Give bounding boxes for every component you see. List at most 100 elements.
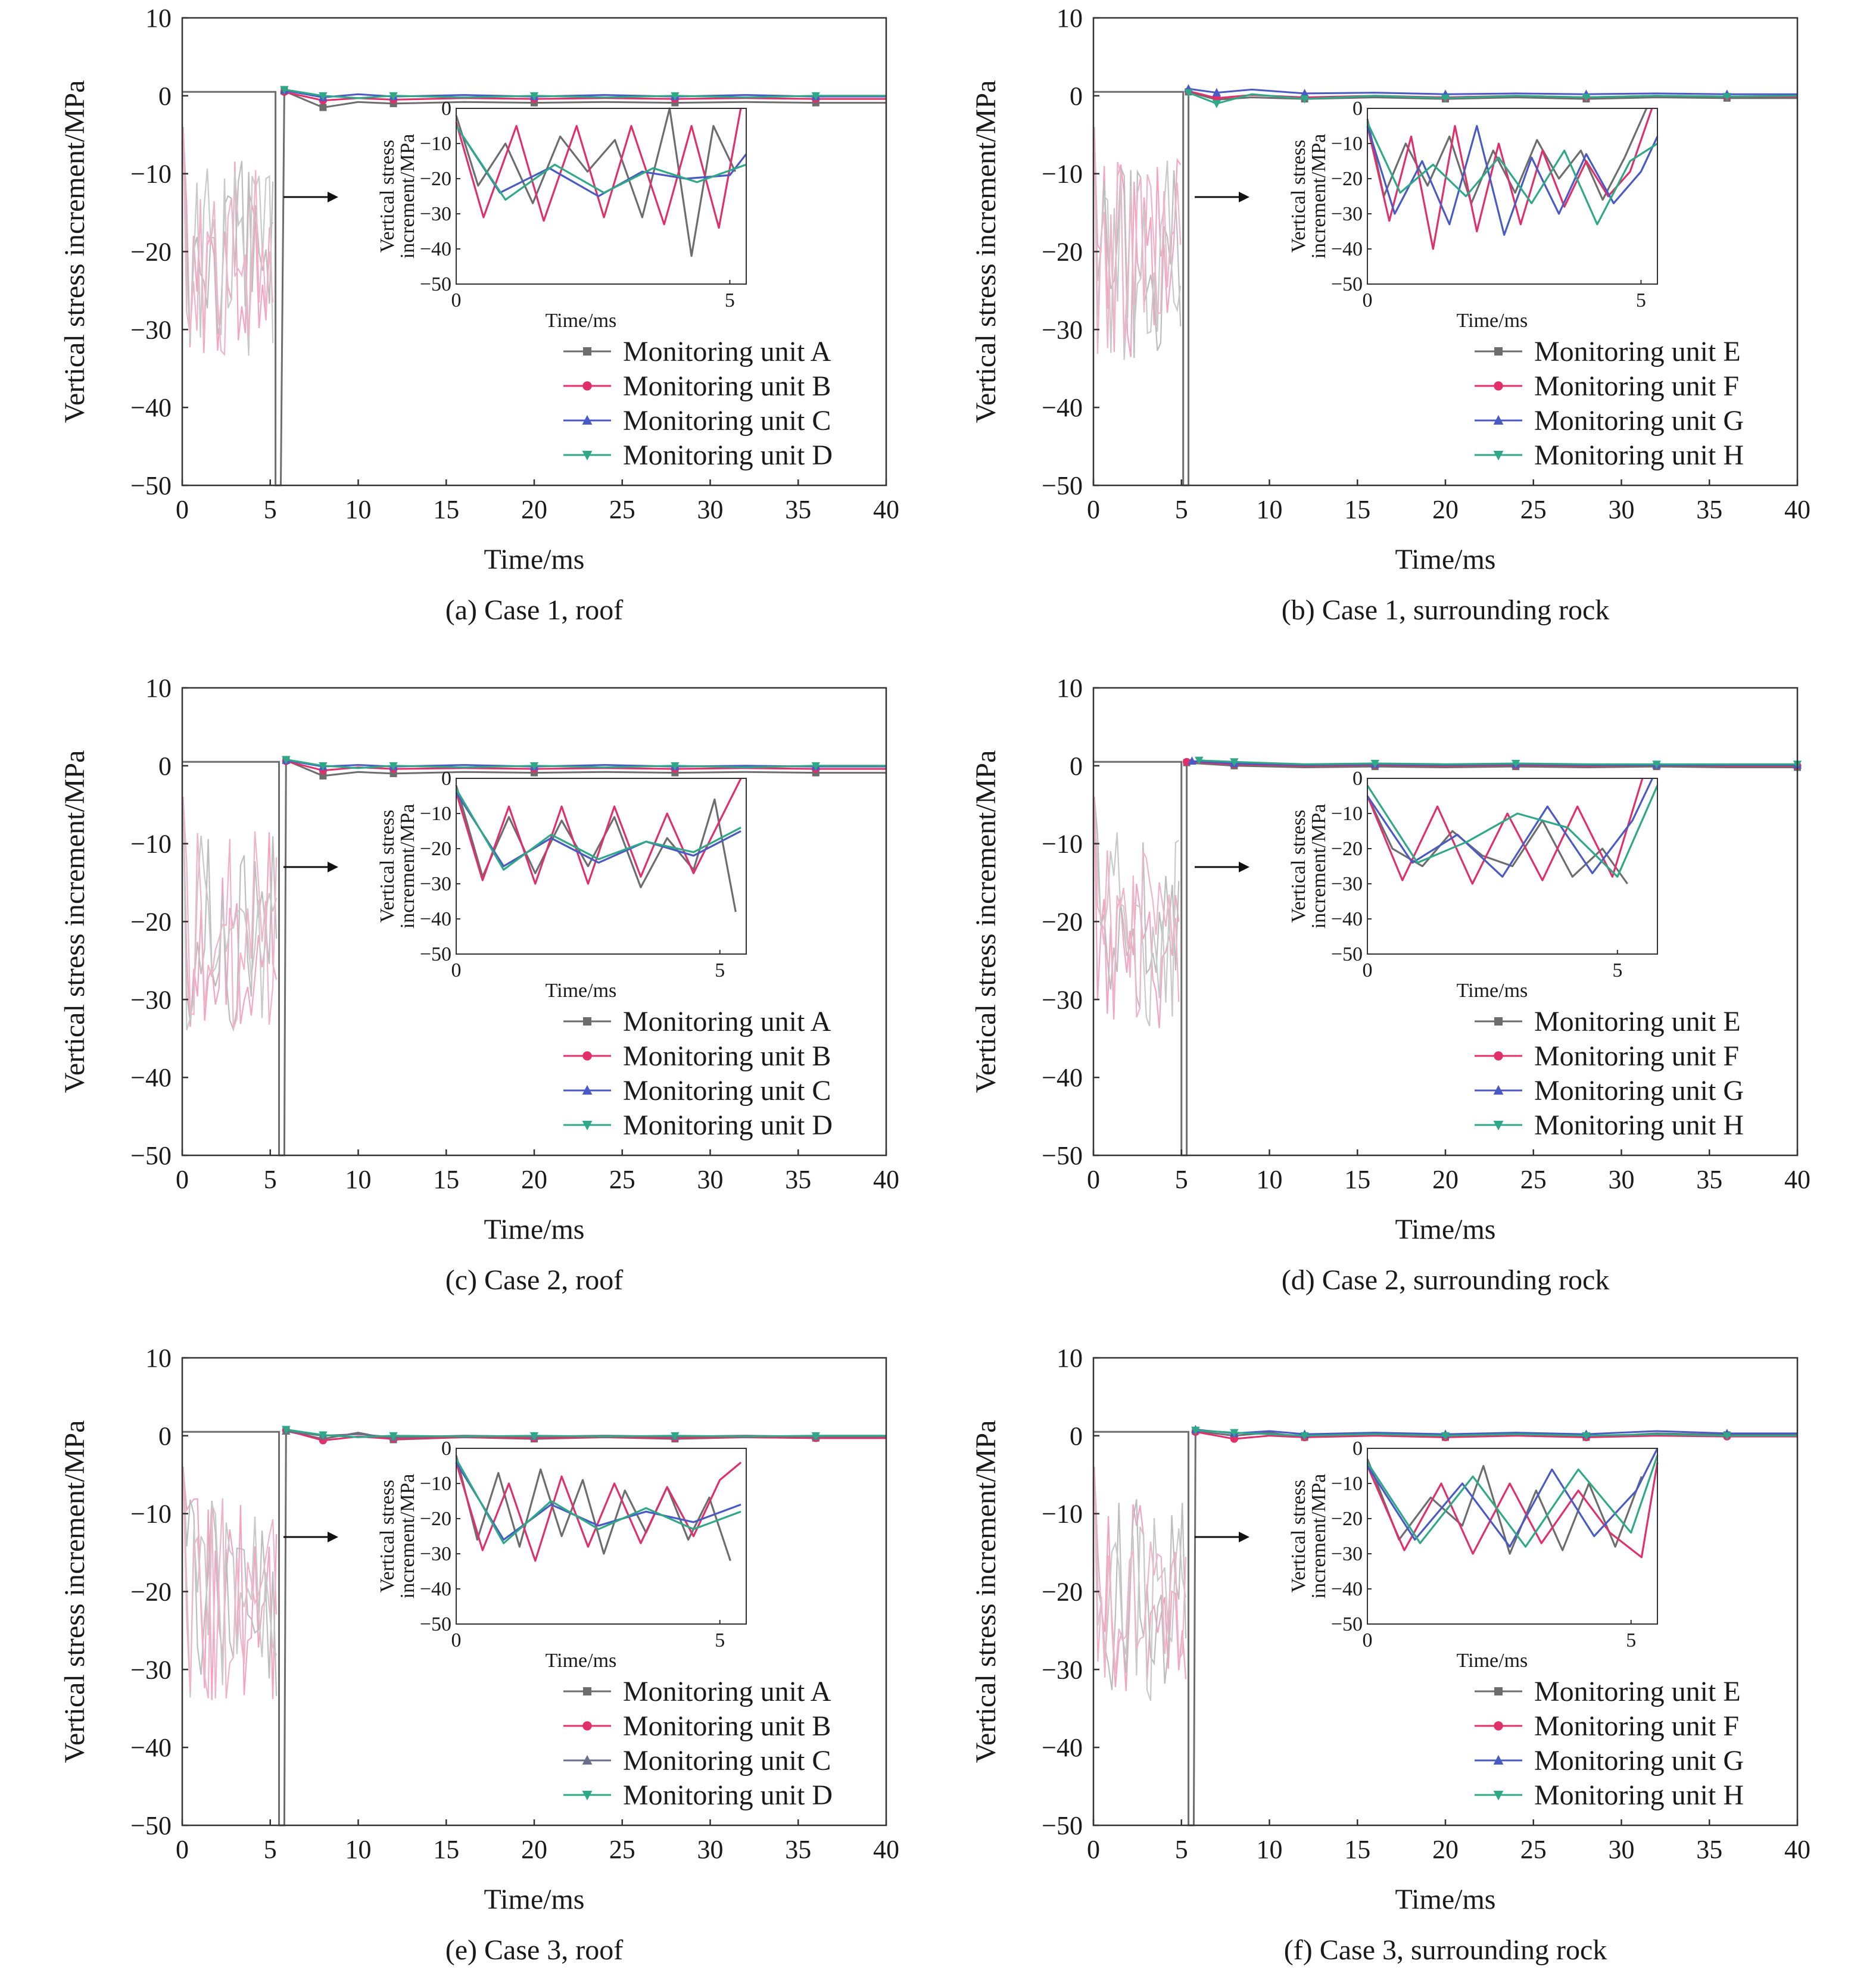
inset-series-line [455,785,737,912]
inset-y-tick-label: −20 [420,838,451,860]
inset-series-line [1366,784,1659,878]
inset-x-tick-label: 0 [451,289,462,311]
legend-marker [582,1084,593,1095]
y-axis-label: Vertical stress increment/MPa [970,1420,1002,1763]
series-monitoring-unit-h [1191,1426,1797,1441]
y-tick-label: −30 [1042,315,1083,344]
x-tick-label: 15 [1344,495,1370,524]
data-point [1441,1432,1450,1441]
inset-x-tick-label: 0 [1363,289,1373,311]
y-tick-label: 10 [145,1344,172,1373]
y-tick-label: −20 [1042,238,1083,267]
x-tick-label: 10 [1257,1835,1283,1864]
legend-label: Monitoring unit D [623,1779,833,1811]
pre-impact-oscillation [182,127,274,357]
data-point [1184,89,1193,98]
legend-label: Monitoring unit E [1534,336,1741,367]
x-tick-label: 0 [176,1835,189,1864]
inset-y-label-line: increment/MPa [397,1474,419,1599]
legend-marker [582,381,592,391]
x-tick-label: 15 [433,495,459,524]
y-tick-label: −10 [1042,830,1083,859]
data-point [1212,88,1221,96]
pre-impact-oscillation [1093,127,1182,360]
x-tick-label: 5 [264,495,277,524]
inset-x-tick-label: 0 [1363,1629,1373,1651]
y-tick-label: −50 [130,1141,172,1170]
inset-y-axis-label: Vertical stressincrement/MPa [1288,804,1330,929]
burst-trace [1093,797,1180,1018]
panel-d: 0 5 10 15 20 25 30 35 40 10 0 −10 −20 −30 −40 −50 Time/m… [970,674,1810,1296]
x-tick-label: 40 [873,1165,899,1194]
burst-trace [182,1467,278,1698]
legend-marker [1493,414,1504,425]
inset-y-label-line: Vertical stress [376,810,398,923]
x-tick-label: 35 [1696,495,1722,524]
x-tick-label: 10 [1257,1165,1283,1194]
x-tick-label: 30 [1609,1835,1635,1864]
inset-y-tick-label: −20 [1331,168,1363,190]
inset-x-tick-label: 5 [715,959,725,981]
series-monitoring-unit-d [282,1426,886,1441]
pre-impact-oscillation [1093,797,1180,1028]
y-tick-label: −20 [130,1578,172,1607]
series-line [286,758,886,769]
x-tick-label: 20 [1432,495,1459,524]
inset-y-tick-label: 0 [441,98,451,120]
legend-marker [1494,1721,1503,1731]
x-tick-label: 25 [1520,1165,1547,1194]
y-tick-label: −30 [130,315,172,344]
legend-marker [1493,1121,1504,1131]
pre-impact-oscillation [182,797,278,1032]
inset-y-label-line: increment/MPa [1308,134,1330,259]
inset-y-tick-label: −10 [420,133,451,155]
y-tick-label: −10 [130,830,172,859]
y-tick-label: −40 [1042,1063,1083,1092]
x-tick-label: 25 [609,1835,635,1864]
y-tick-label: −30 [1042,1655,1083,1684]
data-point [1722,1432,1731,1441]
inset-y-tick-label: −10 [1331,803,1363,825]
series-line [1188,88,1797,95]
legend-label: Monitoring unit F [1534,1040,1739,1072]
inset-y-tick-label: −40 [1331,908,1363,930]
inset-x-axis-label: Time/ms [546,980,617,1002]
inset-x-tick-label: 0 [1363,959,1373,981]
pre-impact-oscillation [182,1467,278,1700]
y-tick-label: −50 [1042,1811,1083,1840]
inset-y-tick-label: −40 [1331,1578,1363,1600]
burst-trace [182,1467,278,1699]
legend-marker [1493,1791,1504,1801]
y-tick-label: −50 [1042,471,1083,500]
y-axis-label: Vertical stress increment/MPa [970,80,1002,423]
burst-trace [182,127,274,357]
arrow-head [1239,191,1249,202]
x-tick-label: 30 [697,1165,724,1194]
burst-trace [182,797,278,1031]
y-tick-label: 0 [1070,752,1083,781]
y-tick-label: 10 [1057,4,1083,33]
legend-marker [1493,1084,1504,1095]
inset-series-line [455,1455,731,1562]
panel-f: 0 5 10 15 20 25 30 35 40 10 0 −10 −20 −30 −40 −50 Time/m… [970,1344,1810,1966]
x-tick-label: 5 [1175,1165,1188,1194]
x-tick-label: 10 [345,1835,372,1864]
data-point [529,1432,539,1441]
y-tick-label: −10 [1042,1500,1083,1529]
legend-label: Monitoring unit C [623,1745,831,1776]
burst-trace [182,797,278,1032]
x-tick-label: 40 [873,495,899,524]
inset-y-axis-label: Vertical stressincrement/MPa [376,1474,419,1599]
x-tick-label: 40 [1784,1835,1810,1864]
data-point [1722,93,1731,101]
burst-trace [1093,1467,1187,1691]
legend-label: Monitoring unit F [1534,1710,1739,1742]
legend-marker [583,1017,591,1026]
inset-series-line [1366,108,1648,204]
data-point [319,772,327,780]
data-point [1300,1432,1309,1441]
y-axis-label: Vertical stress increment/MPa [59,80,91,423]
